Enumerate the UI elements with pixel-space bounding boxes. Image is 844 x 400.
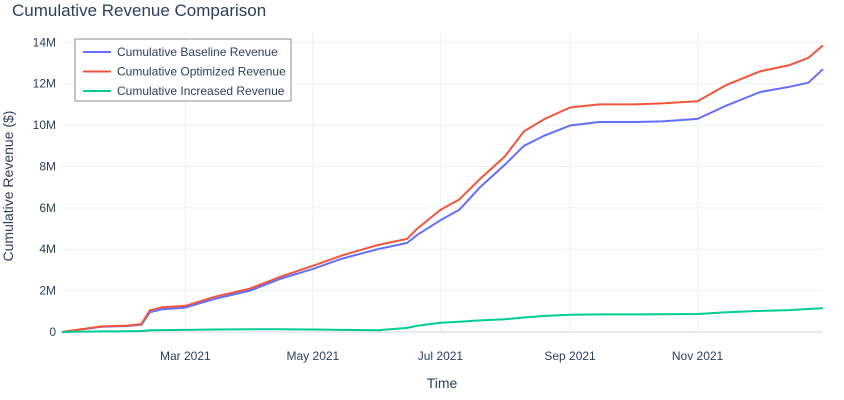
y-tick-label: 4M xyxy=(39,242,56,256)
series-lines xyxy=(61,44,824,333)
chart-title: Cumulative Revenue Comparison xyxy=(12,1,266,20)
y-tick-label: 10M xyxy=(33,118,56,132)
x-tick-label: Mar 2021 xyxy=(160,349,211,363)
x-axis-ticks: Mar 2021 May 2021 Jul 2021 Sep 2021 Nov 2021 xyxy=(160,349,724,363)
x-tick-label: Sep 2021 xyxy=(544,349,596,363)
legend-entry-2: Cumulative Optimized Revenue xyxy=(117,65,286,79)
y-tick-label: 14M xyxy=(33,35,56,49)
y-axis-label: Cumulative Revenue ($) xyxy=(0,111,16,262)
y-axis-ticks: 0 2M 4M 6M 8M 10M 12M 14M xyxy=(33,35,57,339)
y-tick-label: 2M xyxy=(39,284,56,298)
y-tick-label: 12M xyxy=(33,77,56,91)
y-tick-label: 6M xyxy=(39,201,56,215)
series-line-3 xyxy=(61,307,824,333)
legend-entry-1: Cumulative Baseline Revenue xyxy=(117,45,278,59)
series-line-2 xyxy=(61,44,824,333)
legend-entry-3: Cumulative Increased Revenue xyxy=(117,84,285,98)
x-tick-label: Jul 2021 xyxy=(418,349,464,363)
x-tick-label: May 2021 xyxy=(287,349,340,363)
x-axis-label: Time xyxy=(427,375,458,391)
legend: Cumulative Baseline Revenue Cumulative Op… xyxy=(74,38,292,102)
y-tick-label: 8M xyxy=(39,159,56,173)
x-tick-label: Nov 2021 xyxy=(672,349,724,363)
series-line-1 xyxy=(61,68,824,333)
y-tick-label: 0 xyxy=(49,325,56,339)
